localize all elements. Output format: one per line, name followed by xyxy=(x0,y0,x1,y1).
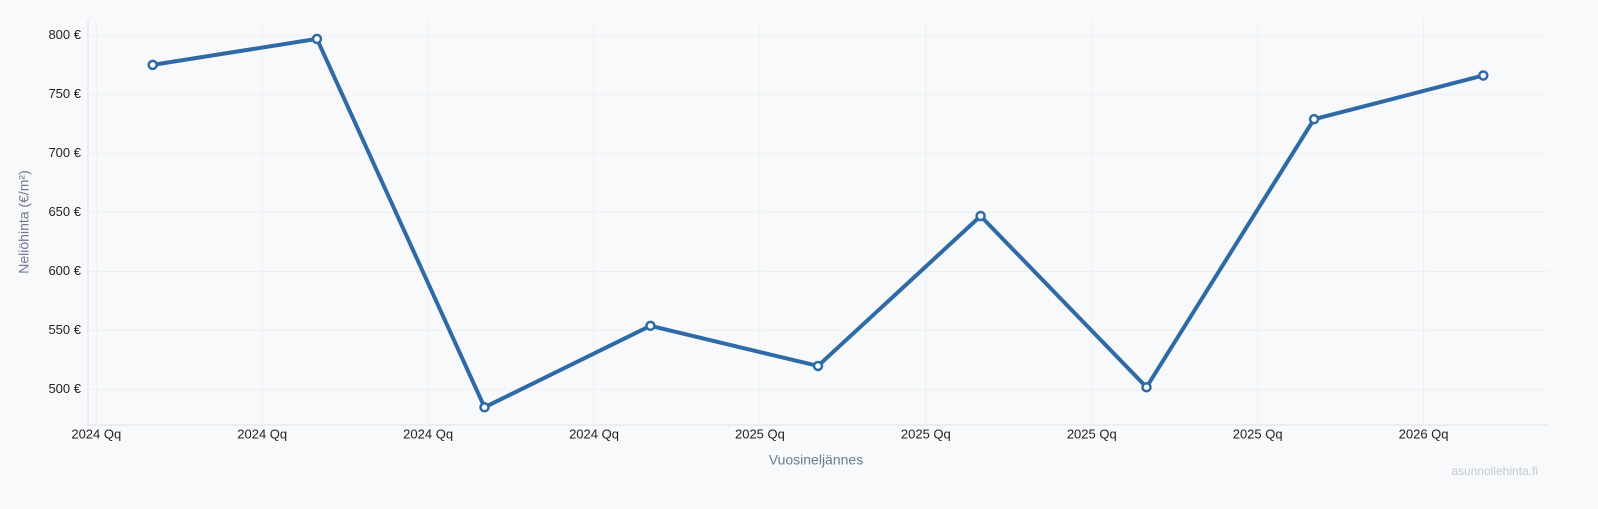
x-axis-title: Vuosineljännes xyxy=(769,452,863,468)
x-tick-label: 2025 Qq xyxy=(1233,426,1283,441)
y-tick-label: 750 € xyxy=(48,86,81,101)
x-tick-label: 2024 Qq xyxy=(237,426,287,441)
y-tick-label: 500 € xyxy=(48,381,81,396)
x-tick-label: 2025 Qq xyxy=(901,426,951,441)
x-tick-label: 2025 Qq xyxy=(735,426,785,441)
y-tick-label: 550 € xyxy=(48,322,81,337)
point xyxy=(1141,381,1152,393)
y-axis-title: Neliöhinta (€/m²) xyxy=(16,170,32,273)
point xyxy=(645,320,656,332)
x-tick-label: 2024 Qq xyxy=(569,426,619,441)
point xyxy=(1478,70,1489,81)
y-tick-label: 700 € xyxy=(48,145,81,160)
x-tick-label: 2026 Qq xyxy=(1399,426,1449,441)
watermark: asunnollehinta.fi xyxy=(1451,464,1538,478)
point xyxy=(147,59,158,71)
point xyxy=(1308,113,1320,125)
point xyxy=(479,402,490,413)
point xyxy=(812,360,824,372)
x-tick-label: 2025 Qq xyxy=(1067,426,1117,441)
y-tick-label: 800 € xyxy=(48,27,81,42)
y-tick-label: 650 € xyxy=(48,204,81,219)
point xyxy=(311,33,323,45)
y-tick-label: 600 € xyxy=(48,263,81,278)
grid: 500 € 550 € 600 € 650 € 700 € 750 € 800 € 2024 … xyxy=(48,20,1548,441)
x-tick-label: 2024 Qq xyxy=(71,426,121,441)
x-tick-label: 2024 Qq xyxy=(403,426,453,441)
plot xyxy=(147,33,1489,413)
point xyxy=(975,210,986,222)
